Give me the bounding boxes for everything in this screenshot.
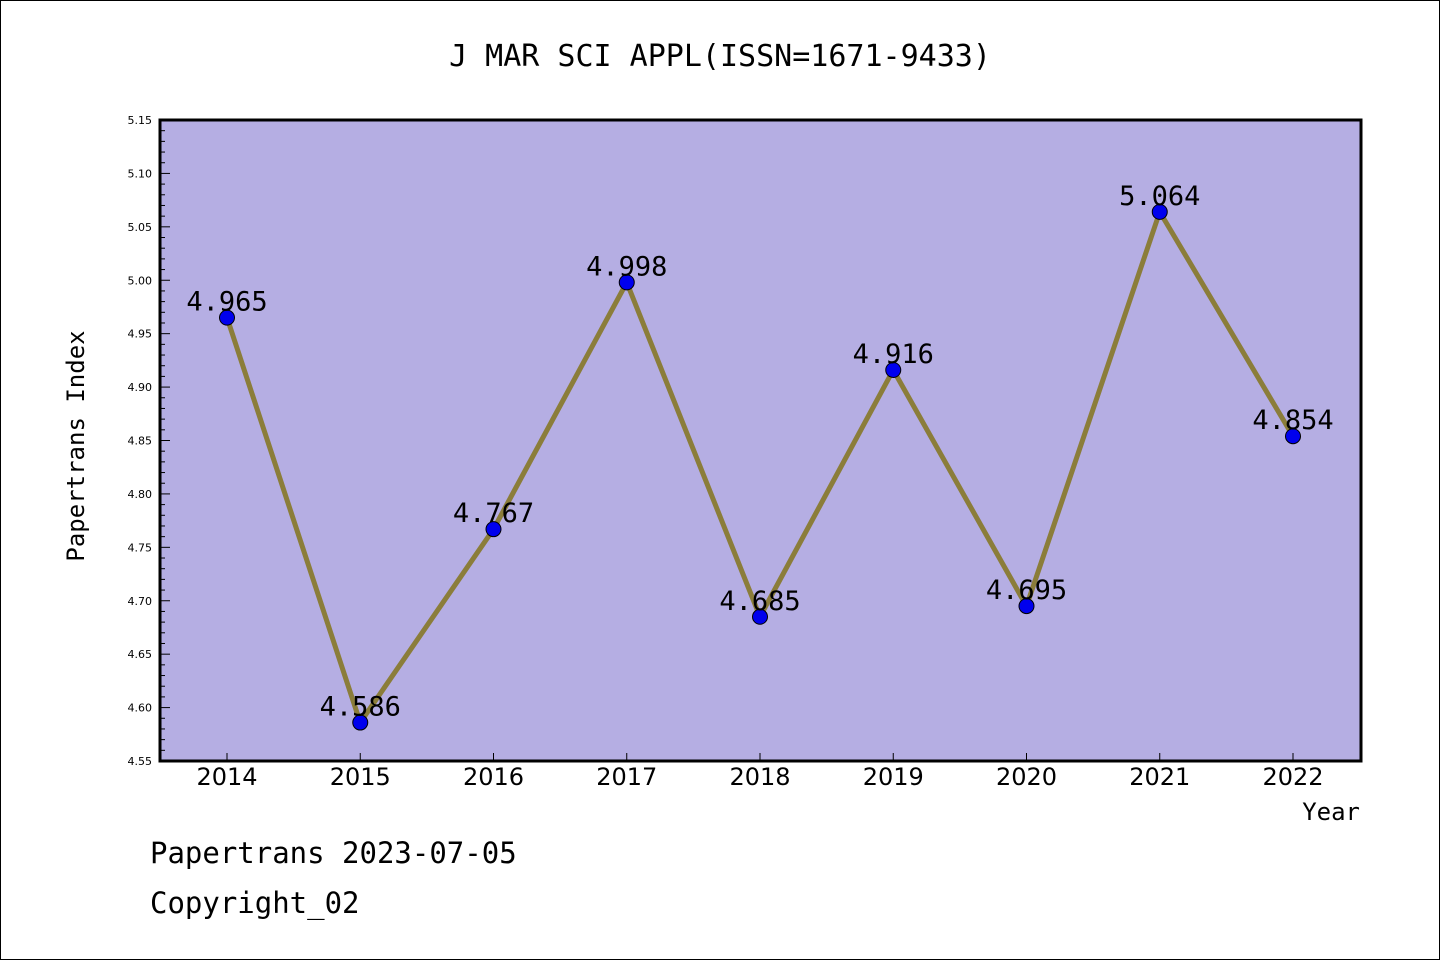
chart-title: J MAR SCI APPL(ISSN=1671-9433) (449, 39, 991, 74)
y-tick-label: 4.85 (128, 435, 153, 448)
y-tick-label: 5.00 (128, 274, 153, 287)
x-tick-label: 2017 (596, 763, 657, 791)
x-tick-label: 2014 (196, 763, 257, 791)
x-tick-label: 2016 (463, 763, 524, 791)
x-tick-label: 2022 (1262, 763, 1323, 791)
y-tick-label: 5.05 (128, 221, 153, 234)
y-tick-label: 4.80 (128, 488, 153, 501)
y-tick-label: 4.60 (128, 702, 153, 715)
x-tick-label: 2021 (1129, 763, 1190, 791)
data-point (618, 274, 635, 291)
y-axis-label: Papertrans Index (62, 330, 90, 561)
data-label: 4.965 (186, 287, 267, 318)
y-tick-label: 4.75 (128, 541, 153, 554)
x-tick-label: 2019 (863, 763, 924, 791)
y-tick-label: 4.70 (128, 595, 153, 608)
x-tick-label: 2015 (330, 763, 391, 791)
x-tick-label: 2018 (729, 763, 790, 791)
y-tick-label: 4.90 (128, 381, 153, 394)
y-tick-label: 4.95 (128, 328, 153, 341)
y-tick-label: 5.10 (128, 167, 153, 180)
data-point (1018, 598, 1035, 615)
data-point (1285, 428, 1301, 445)
data-label: 4.695 (986, 575, 1067, 606)
x-axis: 2014 2015 2016 2017 2018 2019 2020 2021 2022 (196, 753, 1324, 791)
x-axis-label: Year (1302, 798, 1360, 826)
data-label: 4.586 (320, 692, 401, 723)
data-labels: 4.965 4.586 4.767 4.998 4.685 4.916 4.695 5.064… (186, 181, 1333, 723)
series-markers (219, 203, 1301, 731)
data-point (485, 521, 502, 538)
plot-area (158, 118, 1363, 763)
footer-date: Papertrans 2023-07-05 (150, 836, 517, 870)
data-point (1151, 203, 1168, 220)
data-label: 4.685 (719, 586, 800, 617)
data-point (219, 309, 235, 326)
data-point (885, 361, 902, 378)
y-tick-label: 4.55 (128, 755, 153, 768)
data-label: 4.916 (853, 339, 934, 370)
y-axis: 4.55 4.60 4.65 4.70 4.75 4.80 4.85 4.90 4.95 5.00… (128, 114, 170, 768)
data-label: 5.064 (1119, 181, 1200, 212)
data-label: 4.767 (453, 498, 534, 529)
data-label: 4.998 (586, 251, 667, 282)
x-tick-label: 2020 (996, 763, 1057, 791)
y-tick-label: 4.65 (128, 648, 153, 661)
data-point (352, 714, 369, 731)
y-tick-label: 5.15 (128, 114, 153, 127)
data-point (752, 608, 768, 625)
footer-copyright: Copyright_02 (150, 886, 360, 921)
data-label: 4.854 (1252, 405, 1333, 436)
